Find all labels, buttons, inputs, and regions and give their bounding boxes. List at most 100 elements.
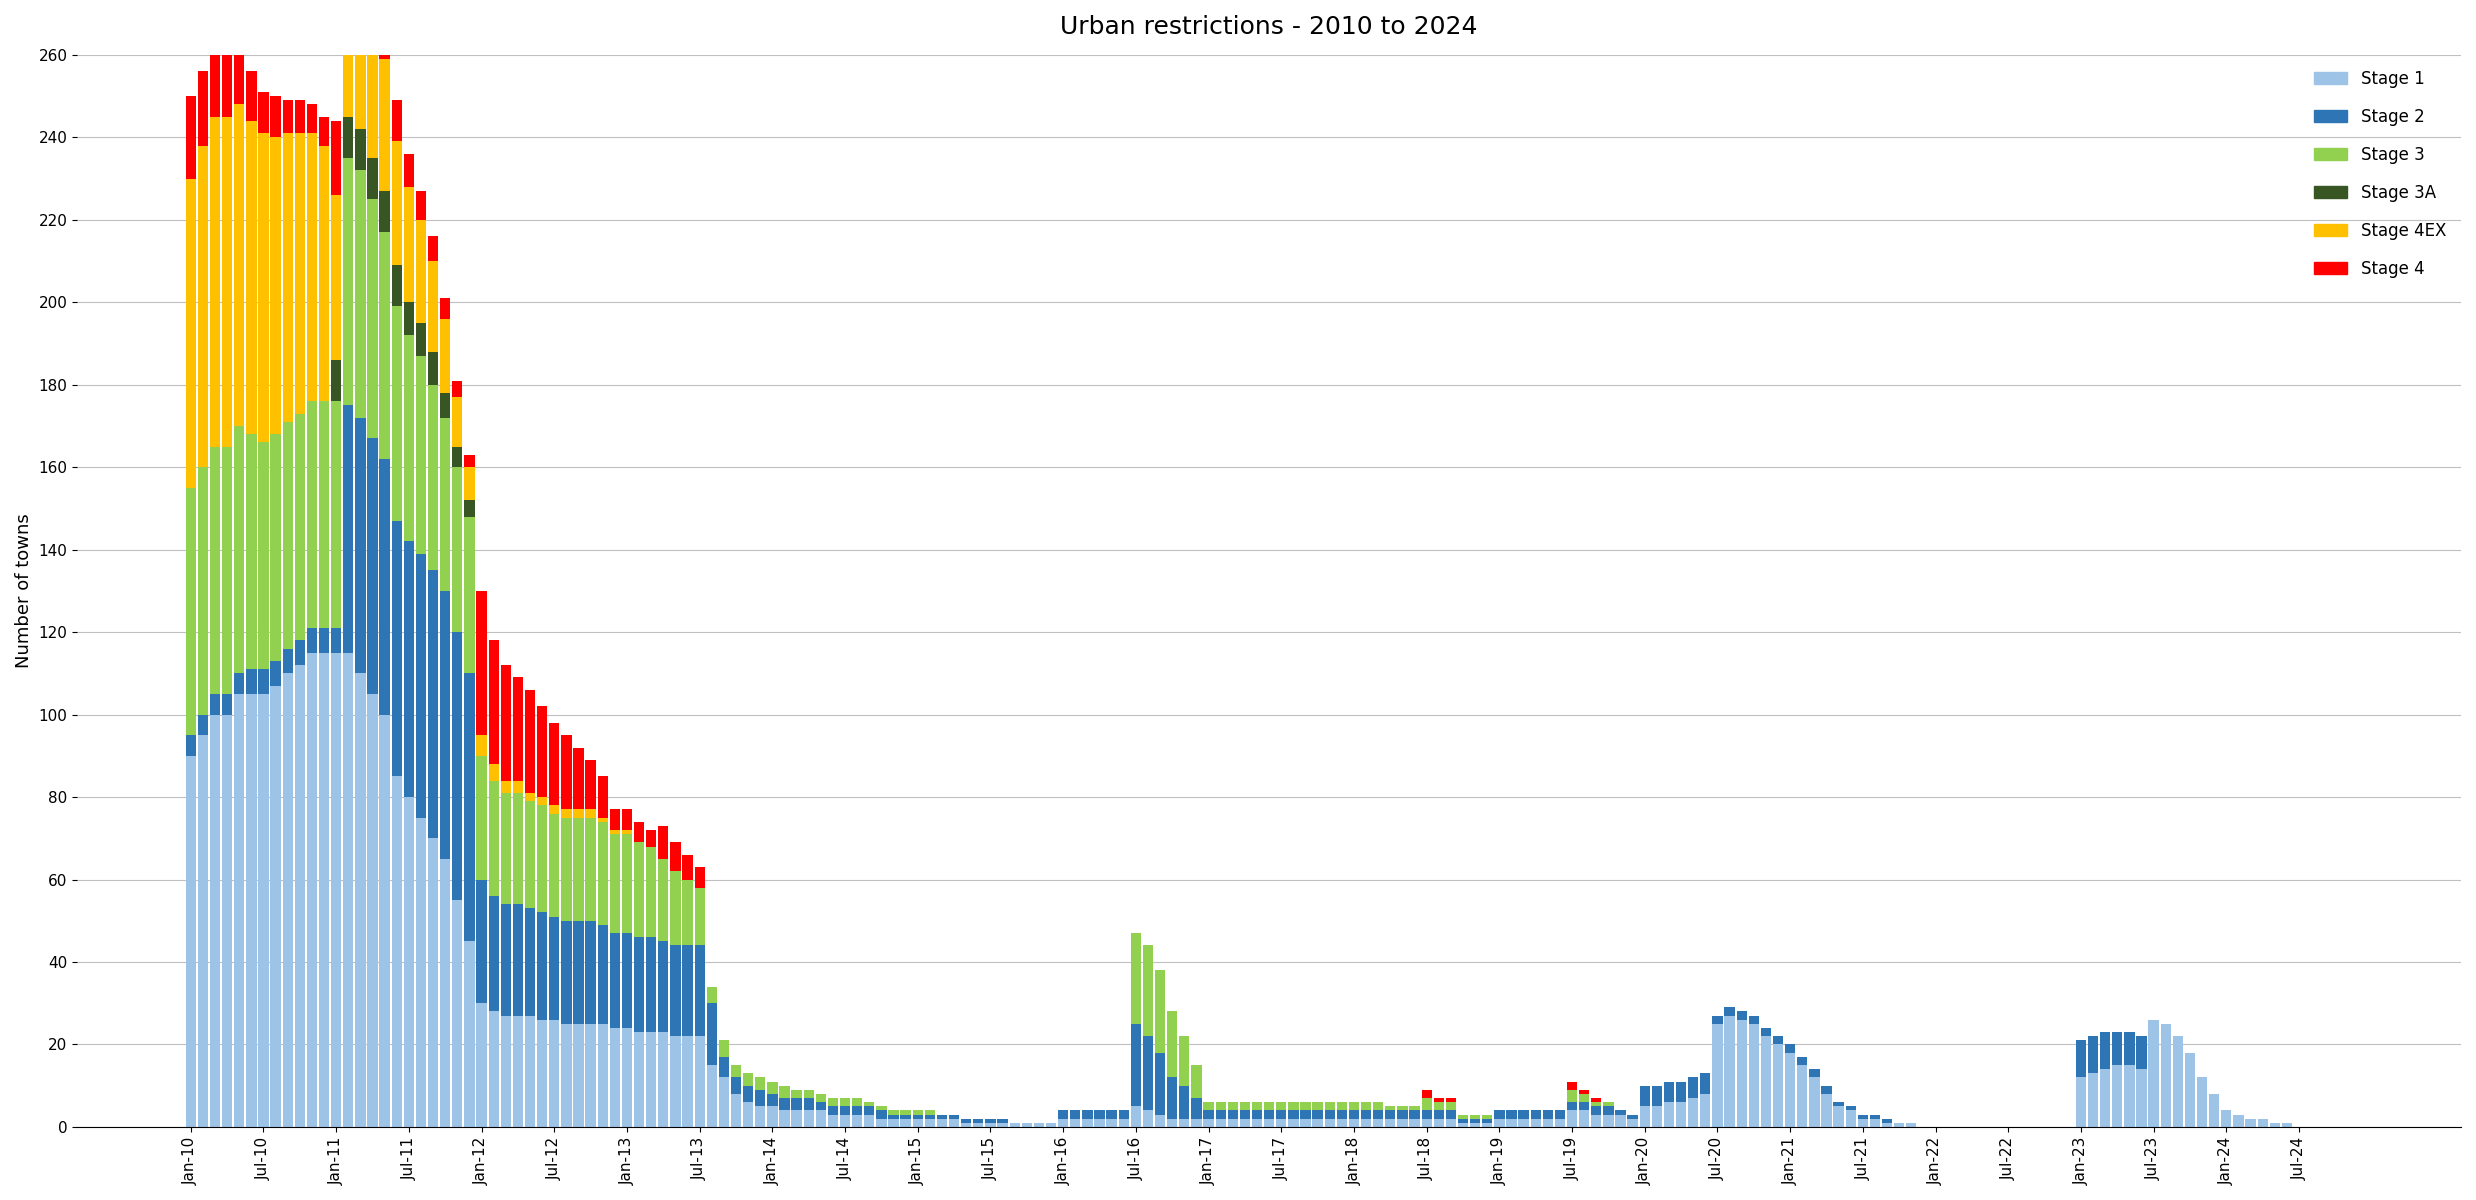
Bar bbox=[1483, 1123, 1493, 1127]
Bar bbox=[659, 826, 669, 859]
Bar bbox=[852, 1098, 862, 1106]
Bar bbox=[453, 380, 463, 397]
Bar bbox=[574, 1024, 584, 1127]
Bar bbox=[659, 859, 669, 941]
Bar bbox=[621, 810, 631, 830]
Bar bbox=[1518, 1110, 1528, 1118]
Bar bbox=[1627, 1118, 1637, 1127]
Bar bbox=[550, 814, 560, 917]
Bar bbox=[441, 319, 451, 392]
Bar bbox=[1832, 1106, 1845, 1127]
Bar bbox=[416, 553, 426, 817]
Bar bbox=[366, 0, 379, 18]
Bar bbox=[584, 810, 597, 817]
Bar bbox=[1337, 1110, 1347, 1118]
Bar bbox=[1627, 1115, 1637, 1118]
Bar bbox=[416, 323, 426, 356]
Bar bbox=[1349, 1110, 1359, 1118]
Bar bbox=[258, 670, 267, 694]
Bar bbox=[2137, 1069, 2147, 1127]
Bar bbox=[354, 170, 366, 418]
Bar bbox=[1604, 1102, 1614, 1106]
Bar bbox=[210, 116, 220, 446]
Bar bbox=[1275, 1102, 1288, 1110]
Bar bbox=[646, 1032, 656, 1127]
Bar bbox=[500, 665, 510, 780]
Bar bbox=[465, 673, 475, 941]
Bar bbox=[1518, 1118, 1528, 1127]
Bar bbox=[805, 1090, 815, 1098]
Bar bbox=[270, 96, 280, 137]
Bar bbox=[1530, 1118, 1540, 1127]
Bar bbox=[852, 1106, 862, 1115]
Bar bbox=[827, 1115, 837, 1127]
Bar bbox=[1216, 1118, 1226, 1127]
Bar bbox=[245, 670, 258, 694]
Bar bbox=[525, 690, 535, 793]
Bar bbox=[379, 191, 389, 232]
Bar bbox=[562, 810, 572, 817]
Bar bbox=[1421, 1090, 1431, 1098]
Bar bbox=[1191, 1118, 1201, 1127]
Bar bbox=[914, 1115, 924, 1118]
Legend: Stage 1, Stage 2, Stage 3, Stage 3A, Stage 4EX, Stage 4: Stage 1, Stage 2, Stage 3, Stage 3A, Sta… bbox=[2308, 64, 2454, 284]
Bar bbox=[404, 302, 413, 335]
Bar bbox=[1132, 1024, 1141, 1106]
Bar bbox=[2075, 1078, 2087, 1127]
Bar bbox=[1240, 1110, 1250, 1118]
Bar bbox=[282, 648, 292, 673]
Bar bbox=[1543, 1110, 1552, 1118]
Bar bbox=[889, 1110, 899, 1115]
Bar bbox=[1676, 1081, 1686, 1102]
Bar bbox=[513, 793, 522, 905]
Bar bbox=[1082, 1118, 1092, 1127]
Bar bbox=[513, 905, 522, 1015]
Bar bbox=[2124, 1066, 2134, 1127]
Bar bbox=[295, 641, 305, 665]
Bar bbox=[1592, 1115, 1602, 1127]
Bar bbox=[319, 145, 329, 401]
Bar bbox=[319, 653, 329, 1127]
Bar bbox=[198, 736, 208, 1127]
Bar bbox=[1446, 1102, 1456, 1110]
Bar bbox=[1639, 1106, 1649, 1127]
Bar bbox=[2149, 1020, 2159, 1127]
Bar bbox=[1798, 1066, 1807, 1127]
Bar bbox=[537, 797, 547, 805]
Bar bbox=[537, 1020, 547, 1127]
Bar bbox=[696, 946, 706, 1036]
Bar bbox=[609, 834, 619, 934]
Bar bbox=[1592, 1098, 1602, 1102]
Bar bbox=[186, 179, 196, 487]
Bar bbox=[1580, 1094, 1590, 1102]
Bar bbox=[815, 1110, 827, 1127]
Bar bbox=[597, 822, 609, 925]
Bar bbox=[659, 941, 669, 1032]
Bar bbox=[441, 590, 451, 859]
Bar bbox=[755, 1106, 765, 1127]
Bar bbox=[1723, 1015, 1736, 1127]
Bar bbox=[1434, 1102, 1444, 1110]
Bar bbox=[683, 854, 693, 880]
Bar bbox=[1664, 1102, 1674, 1127]
Bar bbox=[198, 467, 208, 714]
Bar bbox=[465, 455, 475, 467]
Bar bbox=[696, 868, 706, 888]
Bar bbox=[332, 653, 342, 1127]
Bar bbox=[1882, 1118, 1892, 1123]
Bar bbox=[973, 1123, 983, 1127]
Bar bbox=[1845, 1110, 1857, 1127]
Bar bbox=[609, 810, 619, 830]
Bar bbox=[597, 817, 609, 822]
Bar bbox=[1179, 1118, 1188, 1127]
Bar bbox=[441, 298, 451, 319]
Bar bbox=[1203, 1118, 1213, 1127]
Bar bbox=[1203, 1102, 1213, 1110]
Bar bbox=[2174, 1036, 2184, 1127]
Bar bbox=[839, 1106, 849, 1115]
Bar bbox=[1471, 1123, 1481, 1127]
Bar bbox=[344, 158, 354, 406]
Bar bbox=[1773, 1036, 1783, 1044]
Bar bbox=[646, 846, 656, 937]
Bar bbox=[2112, 1032, 2122, 1066]
